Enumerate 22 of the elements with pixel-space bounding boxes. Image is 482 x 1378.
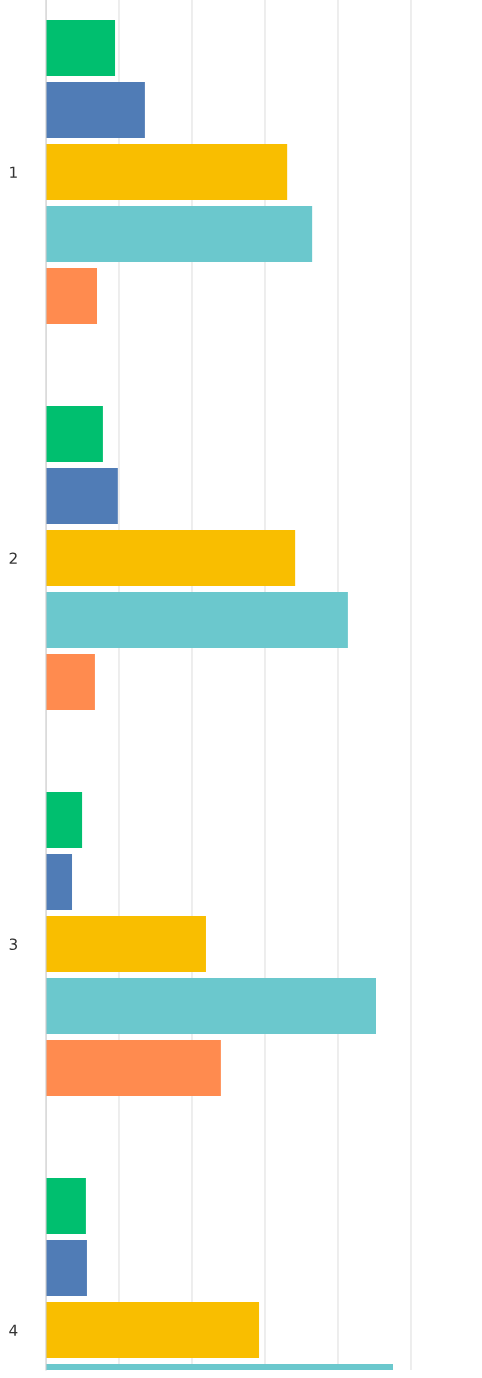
bar [46,20,116,76]
bar [46,1040,221,1096]
bar [46,654,95,710]
bar [46,206,313,262]
bar [46,144,288,200]
bar [46,592,348,648]
bar [46,792,83,848]
y-tick-label: 1 [10,166,17,178]
bar [46,916,206,972]
bar [46,530,296,586]
bar [46,1240,87,1296]
bar [46,1302,260,1358]
y-tick-label: 2 [9,552,17,564]
bar [46,406,103,462]
bar [46,978,376,1034]
y-tick-label: 4 [9,1324,18,1336]
bar [46,268,98,324]
bar [46,854,73,910]
bar [46,468,118,524]
bar [46,1178,86,1234]
y-tick-label: 3 [9,938,17,951]
bar [46,82,145,138]
